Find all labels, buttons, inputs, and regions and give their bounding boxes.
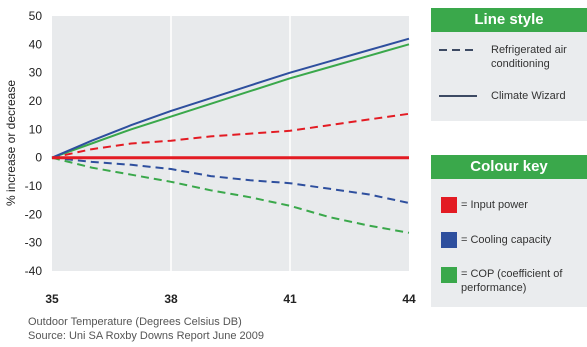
legend-item-cop: = COP (coefficient of performance): [431, 267, 587, 295]
x-tick-label: 35: [45, 292, 59, 306]
legend-label-climate-wizard: Climate Wizard: [491, 89, 566, 103]
x-tick-label: 38: [164, 292, 178, 306]
colour-key-legend: Colour key = Input power = Cooling capac…: [431, 155, 587, 307]
legend-item-cooling-capacity: = Cooling capacity: [431, 232, 587, 248]
x-axis-caption: Outdoor Temperature (Degrees Celsius DB): [28, 316, 242, 328]
legend-item-climate-wizard: Climate Wizard: [431, 89, 587, 103]
line-style-title: Line style: [431, 8, 587, 32]
y-tick-label: 20: [29, 94, 43, 108]
legend-label-input-power: = Input power: [461, 198, 528, 212]
chart: 35 38 41 44 50 40 30 20 10 0 -10 -20 -30 -40 % increa…: [0, 0, 431, 347]
legend-label-cooling-capacity: = Cooling capacity: [461, 233, 551, 247]
y-tick-label: -40: [25, 264, 43, 278]
cooling-capacity-swatch: [441, 232, 457, 248]
y-tick-label: -10: [25, 179, 43, 193]
y-axis-label: % increase or decrease: [4, 80, 18, 206]
y-tick-label: 10: [29, 122, 43, 136]
y-tick-label: 50: [29, 9, 43, 23]
solid-line-sample: [439, 93, 477, 99]
y-tick-label: 40: [29, 37, 43, 51]
line-style-legend: Line style Refrigerated air conditioning…: [431, 8, 587, 121]
x-tick-label: 41: [283, 292, 297, 306]
legend-item-input-power: = Input power: [431, 197, 587, 213]
y-tick-label: -20: [25, 207, 43, 221]
input-power-swatch: [441, 197, 457, 213]
cop-swatch: [441, 267, 457, 283]
legend-label-refrigerated: Refrigerated air conditioning: [491, 43, 587, 71]
x-tick-label: 44: [402, 292, 416, 306]
source-caption: Source: Uni SA Roxby Downs Report June 2…: [28, 330, 264, 342]
y-tick-label: 30: [29, 66, 43, 80]
legend-label-cop: = COP (coefficient of performance): [461, 267, 579, 295]
dashed-line-sample: [439, 47, 477, 53]
y-tick-label: -30: [25, 236, 43, 250]
colour-key-title: Colour key: [431, 155, 587, 179]
legend-item-refrigerated: Refrigerated air conditioning: [431, 43, 587, 71]
y-tick-label: 0: [35, 151, 42, 165]
